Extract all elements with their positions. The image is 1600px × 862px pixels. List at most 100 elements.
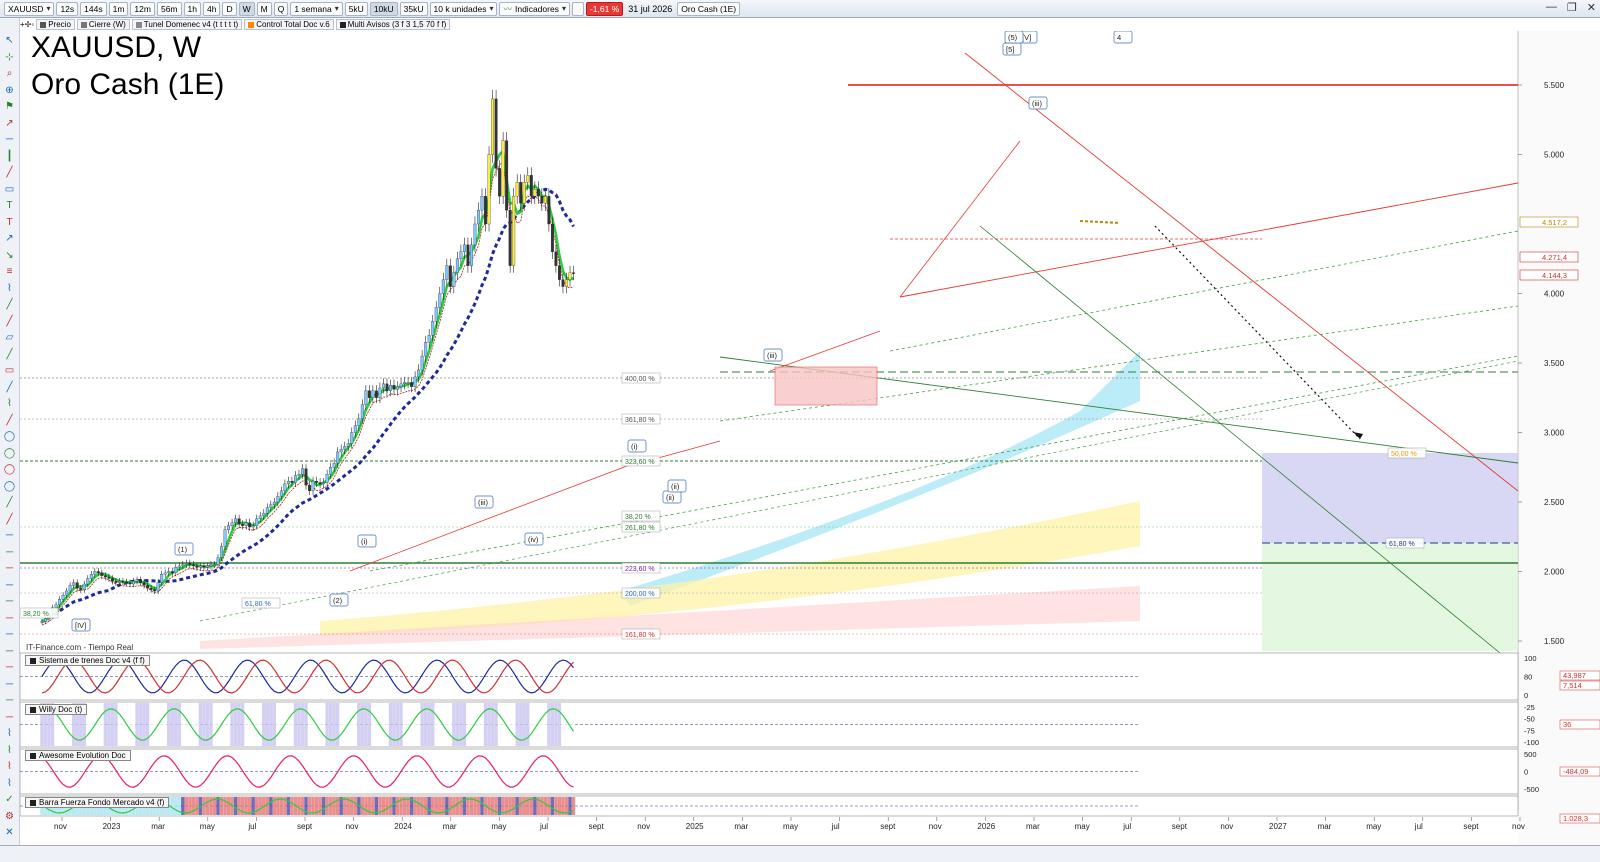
drawing-tool-icon[interactable]: ╱ xyxy=(6,414,13,426)
drawing-tool-icon[interactable]: ⌇ xyxy=(7,744,12,756)
timeframe-w[interactable]: W xyxy=(238,1,255,16)
timeframe-144s[interactable]: 144s xyxy=(80,1,107,16)
time-axis-label: nov xyxy=(1512,822,1525,831)
drawing-tool-icon[interactable]: ⌇ xyxy=(7,282,12,294)
drawing-tool-icon[interactable]: ⚙ xyxy=(5,810,14,822)
drawing-tool-icon[interactable]: ▱ xyxy=(5,332,14,343)
time-axis-label: may xyxy=(1366,822,1381,831)
drawing-tool-icon[interactable]: ─ xyxy=(5,563,14,574)
indicator-column xyxy=(423,797,428,815)
symbol-select[interactable]: XAUUSD xyxy=(4,1,55,16)
drawing-tool-icon[interactable]: ╱ xyxy=(6,381,13,393)
drawing-tool-icon[interactable]: ↘ xyxy=(5,249,14,261)
drawing-tool-icon[interactable]: ▭ xyxy=(4,183,15,195)
timeframe-12m[interactable]: 12m xyxy=(130,1,155,16)
tag-multi-avisos[interactable]: Multi Avisos (3 f 3 1,5 70 f f) xyxy=(335,19,451,30)
drawing-tool-icon[interactable]: T xyxy=(6,200,13,211)
drawing-tool-icon[interactable]: ◯ xyxy=(3,480,16,492)
drawing-tool-icon[interactable]: ─ xyxy=(5,662,14,673)
drawing-tool-icon[interactable]: ─ xyxy=(5,695,14,706)
drawing-tool-icon[interactable]: ↗ xyxy=(5,117,14,129)
drawing-tool-icon[interactable]: ╱ xyxy=(6,348,13,360)
drawing-tool-icon[interactable]: ╱ xyxy=(6,513,13,525)
candle-body xyxy=(557,265,561,280)
time-axis-label: sept xyxy=(1172,822,1188,831)
indicator-column xyxy=(529,797,533,815)
timeframe-d[interactable]: D xyxy=(222,1,237,16)
candle-body xyxy=(568,272,572,280)
drawing-tool-icon[interactable]: ≡ xyxy=(6,266,13,277)
drawing-tool-icon[interactable]: ⊹ xyxy=(5,51,14,63)
unit-10ku[interactable]: 10kU xyxy=(369,1,398,16)
drawing-tool-icon[interactable]: ─ xyxy=(5,579,14,591)
unit-5ku[interactable]: 5kU xyxy=(344,1,368,16)
timeframe-q[interactable]: Q xyxy=(273,1,289,16)
period-select[interactable]: 1 semana xyxy=(290,1,343,16)
timeframe-12s[interactable]: 12s xyxy=(56,1,79,16)
drawing-tool-icon[interactable]: ╱ xyxy=(6,299,13,310)
candle-body xyxy=(512,196,516,266)
drawing-tool-icon[interactable]: ─ xyxy=(5,645,14,657)
drawing-tool-icon[interactable]: ↖ xyxy=(5,35,14,46)
tags-controls[interactable]: +✢◦ xyxy=(20,20,35,29)
drawing-tool-icon[interactable]: ─ xyxy=(5,546,14,558)
drawing-tool-icon[interactable]: ─ xyxy=(5,596,14,607)
drawing-tool-icon[interactable]: ╱ xyxy=(6,167,13,178)
unit-35ku[interactable]: 35kU xyxy=(399,1,428,16)
panel-label-willy[interactable]: Willy Doc (t) xyxy=(25,704,88,715)
drawing-tool-icon[interactable]: ─ xyxy=(5,711,14,723)
drawing-tool-icon[interactable]: ✓ xyxy=(5,794,14,805)
drawing-tool-icon[interactable]: ─ xyxy=(5,134,14,145)
panel-title: Barra Fuerza Fondo Mercado v4 (f) xyxy=(39,798,165,807)
panel-label-barra-fuerza[interactable]: Barra Fuerza Fondo Mercado v4 (f) xyxy=(25,797,170,808)
elliott-wave-label: [V] xyxy=(1022,33,1031,42)
drawing-tool-icon[interactable]: ⌇ xyxy=(7,728,12,739)
timeframe-1h[interactable]: 1h xyxy=(183,1,201,16)
drawing-tool-icon[interactable]: ─ xyxy=(5,530,14,541)
drawing-tool-icon[interactable]: ✕ xyxy=(5,827,14,838)
panel-label-sistema-trenes[interactable]: Sistema de trenes Doc v4 (f f) xyxy=(25,655,150,666)
drawing-tool-icon[interactable]: ─ xyxy=(5,629,14,640)
tag-tunel-domenec[interactable]: Tunel Domenec v4 (t t t t t) xyxy=(131,19,243,30)
drawing-tool-icon[interactable]: ⌇ xyxy=(7,761,12,772)
window-controls: — ❐ ✕ xyxy=(1546,1,1596,14)
timeframe-4h[interactable]: 4h xyxy=(202,1,221,16)
drawing-tool-icon[interactable]: ⌕ xyxy=(6,68,13,79)
trend-line xyxy=(769,330,881,372)
drawing-tool-icon[interactable]: ─ xyxy=(5,678,14,690)
restore-icon[interactable]: ❐ xyxy=(1566,2,1577,14)
drawing-tool-icon[interactable]: ▭ xyxy=(4,365,15,376)
timeframe-56m[interactable]: 56m xyxy=(156,1,182,16)
drawing-tool-icon[interactable]: ⚑ xyxy=(5,101,14,112)
drawing-tool-icon[interactable]: ⊕ xyxy=(5,84,14,96)
minimize-icon[interactable]: — xyxy=(1545,1,1557,13)
tag-precio[interactable]: Precio xyxy=(36,19,75,30)
close-icon[interactable]: ✕ xyxy=(1586,2,1596,14)
units-select[interactable]: 10 k unidades xyxy=(429,1,498,16)
panel-label-awesome[interactable]: Awesome Evolution Doc xyxy=(25,750,131,761)
indicator-series-line xyxy=(41,659,574,694)
indicator-column xyxy=(286,703,291,746)
drawing-tool-icon[interactable]: ↗ xyxy=(5,233,14,244)
chart-area[interactable]: 5.500 5.000 4.000 3.500 3.000 2.500 2.000 1.500… xyxy=(20,31,1600,845)
indicators-button[interactable]: 〰 Indicadores xyxy=(499,1,570,16)
drawing-tool-icon[interactable]: ╱ xyxy=(6,497,13,508)
timeframe-m[interactable]: M xyxy=(256,1,272,16)
candle-body xyxy=(473,223,477,246)
drawing-tool-icon[interactable]: ┃ xyxy=(6,150,13,162)
drawing-tool-icon[interactable]: ⌇ xyxy=(7,398,12,409)
time-axis-label: mar xyxy=(151,822,165,831)
drawing-tool-icon[interactable]: ◯ xyxy=(3,464,16,475)
timeframe-1m[interactable]: 1m xyxy=(108,1,129,16)
elliott-wave-label: 4 xyxy=(1117,33,1121,42)
drawing-tool-icon[interactable]: ◯ xyxy=(3,431,16,442)
drawing-tool-icon[interactable]: ╱ xyxy=(6,315,13,327)
checkbox-icon[interactable] xyxy=(571,1,584,16)
candle-body xyxy=(417,369,421,378)
drawing-tool-icon[interactable]: T xyxy=(6,216,13,228)
tag-cierre[interactable]: Cierre (W) xyxy=(76,19,130,30)
tag-control-total[interactable]: Control Total Doc v.6 xyxy=(244,19,334,30)
drawing-tool-icon[interactable]: ─ xyxy=(5,612,14,624)
drawing-tool-icon[interactable]: ◯ xyxy=(3,447,16,459)
drawing-tool-icon[interactable]: ⌇ xyxy=(7,777,12,789)
